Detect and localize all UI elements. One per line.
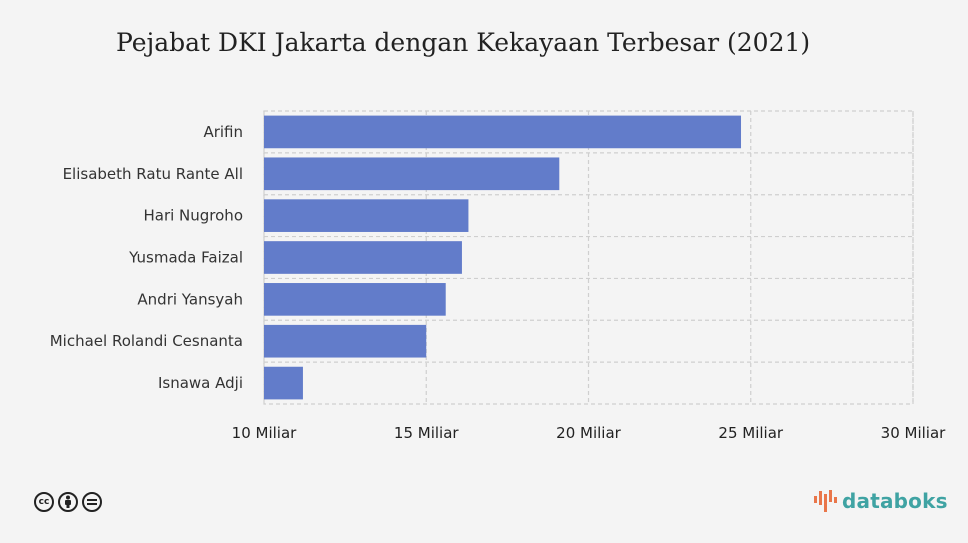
bar[interactable] <box>264 241 462 274</box>
category-label: Michael Rolandi Cesnanta <box>50 332 243 350</box>
bar[interactable] <box>264 283 446 316</box>
category-label: Yusmada Faizal <box>128 249 243 267</box>
attribution-icon <box>58 492 78 512</box>
category-label: Andri Yansyah <box>137 290 243 308</box>
brand-name: databoks <box>842 489 948 513</box>
brand-logo: databoks <box>812 488 948 514</box>
bar-chart: Arifin Elisabeth Ratu Rante All Hari Nugro… <box>50 110 946 442</box>
category-label: Elisabeth Ratu Rante All <box>63 165 243 183</box>
no-derivatives-icon <box>82 492 102 512</box>
bar[interactable] <box>264 324 427 358</box>
license-icons: cc <box>34 492 102 512</box>
bar[interactable] <box>264 115 742 149</box>
databoks-logo-icon <box>814 490 837 512</box>
x-tick-label: 20 Miliar <box>556 424 621 442</box>
category-label: Arifin <box>203 123 243 141</box>
category-label: Hari Nugroho <box>143 207 243 225</box>
x-tick-label: 25 Miliar <box>718 424 783 442</box>
category-label: Isnawa Adji <box>158 374 243 392</box>
bar[interactable] <box>264 157 560 191</box>
cc-icon: cc <box>34 492 54 512</box>
bar[interactable] <box>264 199 469 232</box>
x-tick-label: 15 Miliar <box>394 424 459 442</box>
chart-title: Pejabat DKI Jakarta dengan Kekayaan Terb… <box>116 28 811 57</box>
bar[interactable] <box>264 366 303 400</box>
x-tick-label: 10 Miliar <box>232 424 297 442</box>
x-tick-label: 30 Miliar <box>881 424 946 442</box>
